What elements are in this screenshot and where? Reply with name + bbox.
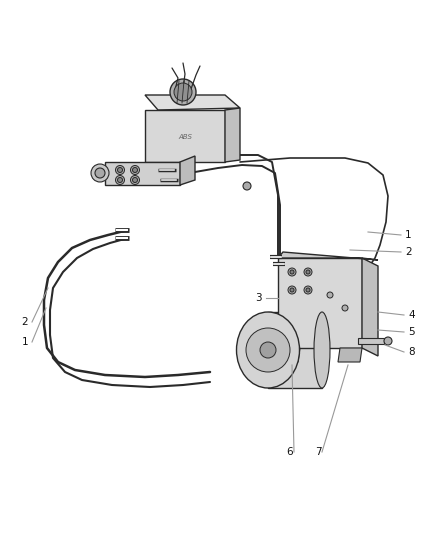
Text: 7: 7 [314, 447, 321, 457]
Circle shape [306, 270, 310, 274]
Circle shape [290, 288, 294, 292]
Circle shape [133, 167, 138, 173]
Text: 1: 1 [21, 337, 28, 347]
Polygon shape [105, 162, 180, 185]
Circle shape [116, 175, 124, 184]
Circle shape [246, 328, 290, 372]
Circle shape [288, 268, 296, 276]
Text: 8: 8 [408, 347, 415, 357]
Circle shape [288, 286, 296, 294]
Text: 6: 6 [287, 447, 293, 457]
Circle shape [384, 337, 392, 345]
Circle shape [116, 166, 124, 174]
Circle shape [243, 182, 251, 190]
Circle shape [133, 177, 138, 182]
Text: 4: 4 [408, 310, 415, 320]
Text: 2: 2 [21, 317, 28, 327]
Text: 1: 1 [405, 230, 412, 240]
Text: 3: 3 [255, 293, 262, 303]
Ellipse shape [314, 312, 330, 388]
Text: 5: 5 [408, 327, 415, 337]
Polygon shape [278, 348, 300, 362]
Text: 2: 2 [405, 247, 412, 257]
Circle shape [174, 83, 192, 101]
Circle shape [304, 268, 312, 276]
Polygon shape [225, 108, 240, 162]
Polygon shape [358, 338, 384, 344]
Circle shape [131, 175, 139, 184]
Ellipse shape [237, 312, 300, 388]
Circle shape [95, 168, 105, 178]
Circle shape [304, 286, 312, 294]
Circle shape [117, 177, 123, 182]
Circle shape [131, 166, 139, 174]
Polygon shape [362, 258, 378, 356]
Circle shape [306, 288, 310, 292]
Circle shape [290, 270, 294, 274]
Circle shape [327, 292, 333, 298]
Circle shape [342, 305, 348, 311]
Polygon shape [145, 95, 240, 110]
Circle shape [117, 167, 123, 173]
Polygon shape [268, 312, 322, 388]
Polygon shape [338, 348, 362, 362]
Polygon shape [145, 110, 225, 162]
Polygon shape [278, 258, 362, 348]
Circle shape [260, 342, 276, 358]
Polygon shape [180, 156, 195, 185]
Circle shape [170, 79, 196, 105]
Circle shape [91, 164, 109, 182]
Text: ABS: ABS [178, 134, 192, 140]
Polygon shape [278, 252, 378, 260]
